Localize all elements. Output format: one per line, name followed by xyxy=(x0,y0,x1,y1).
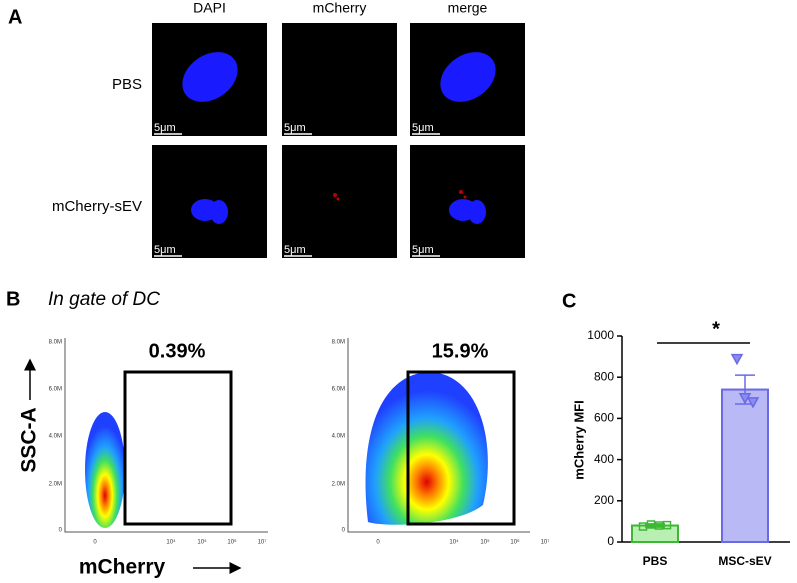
scale-bar-label: 5μm xyxy=(154,244,176,256)
y-tick-label: 1000 xyxy=(587,328,614,342)
scale-bar-label: 5μm xyxy=(412,122,434,134)
micrograph xyxy=(282,23,397,136)
x-tick-label: PBS xyxy=(643,554,668,568)
y-tick-label: 0 xyxy=(607,534,614,548)
scale-bar-label: 5μm xyxy=(284,244,306,256)
x-tick-label: 0 xyxy=(376,540,380,546)
micrograph xyxy=(282,145,397,258)
y-tick-label: 600 xyxy=(594,411,614,425)
gate-percent: 0.39% xyxy=(149,340,206,362)
x-tick-label: 10⁴ xyxy=(166,539,176,546)
panel-label: B xyxy=(6,288,20,310)
row-label: PBS xyxy=(112,76,142,93)
x-tick-label: 0 xyxy=(93,540,97,546)
y-tick-label: 8.0M xyxy=(49,340,62,346)
gate xyxy=(123,370,233,526)
y-tick-label: 200 xyxy=(594,493,614,507)
y-tick-label: 800 xyxy=(594,369,614,383)
axis xyxy=(64,338,268,533)
data-point xyxy=(746,397,760,409)
x-tick-label: 10⁶ xyxy=(227,539,237,546)
scale-bar-label: 5μm xyxy=(284,122,306,134)
y-tick-label: 2.0M xyxy=(332,482,345,488)
subtitle: In gate of DC xyxy=(48,289,160,310)
x-tick-label: 10⁵ xyxy=(197,539,207,546)
panel-label: A xyxy=(8,6,22,28)
data-point xyxy=(646,520,656,529)
y-tick-label: 400 xyxy=(594,452,614,466)
micrographs xyxy=(182,52,496,224)
data-point xyxy=(654,521,664,530)
x-tick-label: 10⁶ xyxy=(510,539,520,546)
density xyxy=(365,372,488,525)
axis xyxy=(347,338,530,533)
significance: * xyxy=(712,318,720,340)
x-tick-label: 10⁷ xyxy=(541,539,550,546)
column-header: mCherry xyxy=(313,0,367,16)
column-header: merge xyxy=(448,0,488,16)
gate-percent: 15.9% xyxy=(432,340,489,362)
x-axis-label: mCherry xyxy=(79,556,166,579)
y-tick-label: 4.0M xyxy=(49,434,62,440)
row-label: mCherry-sEV xyxy=(52,198,142,215)
x-tick-label: 10⁵ xyxy=(480,539,490,546)
gate xyxy=(406,370,516,526)
y-tick-label: 0 xyxy=(342,528,346,534)
y-tick-label: 0 xyxy=(59,528,63,534)
y-tick-label: 8.0M xyxy=(332,340,345,346)
panel-label: C xyxy=(562,290,576,312)
density xyxy=(85,412,125,528)
y-tick-label: 2.0M xyxy=(49,482,62,488)
data-point xyxy=(662,520,672,530)
data-point xyxy=(730,353,744,366)
y-tick-label: 6.0M xyxy=(332,387,345,393)
x-tick-label: 10⁴ xyxy=(449,539,459,546)
data-point xyxy=(638,522,648,531)
column-header: DAPI xyxy=(193,0,226,16)
y-tick-label: 6.0M xyxy=(49,387,62,393)
y-axis-label: mCherry MFI xyxy=(571,400,586,479)
bar xyxy=(721,388,769,543)
x-tick-label: 10⁷ xyxy=(258,539,267,546)
scale-bar-label: 5μm xyxy=(412,244,434,256)
x-tick-label: MSC-sEV xyxy=(718,554,771,568)
y-axis-label: SSC-A xyxy=(18,407,41,472)
y-tick-label: 4.0M xyxy=(332,434,345,440)
scale-bar-label: 5μm xyxy=(154,122,176,134)
